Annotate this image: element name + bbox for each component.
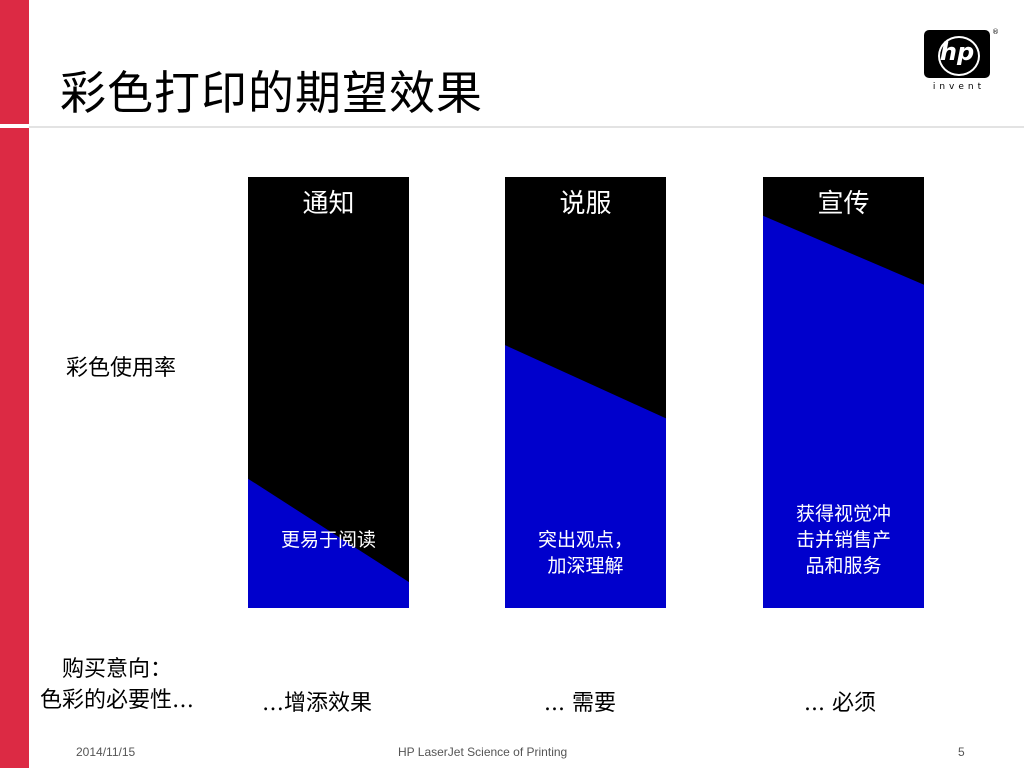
panel-promote-body-line: 品和服务 (805, 555, 882, 577)
footer-page-number: 5 (958, 745, 965, 759)
panel-inform-heading: 通知 (302, 189, 355, 219)
panel-inform: 通知 更易于阅读 (248, 177, 409, 608)
panel-persuade-body-line: 加深理解 (547, 555, 624, 577)
intent-persuade: ... 需要 (544, 691, 616, 716)
accent-bar (0, 0, 29, 768)
panel-promote-color-fill (763, 215, 924, 608)
panel-inform-body: 更易于阅读 (248, 527, 409, 553)
y-axis-label: 彩色使用率 (66, 356, 177, 381)
panel-inform-graphic (248, 177, 409, 608)
panel-persuade-body-line: 突出观点， (537, 529, 633, 551)
slide-title: 彩色打印的期望效果 (60, 66, 483, 120)
footer-date: 2014/11/15 (76, 745, 136, 759)
title-divider (29, 126, 1024, 128)
footer-title: HP LaserJet Science of Printing (398, 745, 568, 759)
hp-logo-badge: hp (924, 30, 990, 78)
panel-promote-body-line: 击并销售产 (795, 529, 891, 551)
panel-persuade-color-fill (505, 345, 666, 608)
hp-logo-circle (938, 36, 980, 76)
panel-inform-color-fill (248, 478, 409, 608)
panel-promote-body: 获得视觉冲 击并销售产 品和服务 (763, 501, 924, 579)
panel-inform-body-line: 更易于阅读 (280, 529, 376, 551)
panel-persuade-graphic (505, 177, 666, 608)
hp-logo-text: hp (939, 38, 975, 66)
hp-logo-tagline: invent (932, 82, 986, 92)
panel-persuade-heading: 说服 (559, 189, 612, 219)
panel-promote-graphic (763, 177, 924, 608)
panel-promote-heading: 宣传 (817, 189, 870, 219)
purchase-intent-label-line2: 色彩的必要性… (40, 688, 195, 713)
intent-promote: ... 必须 (804, 691, 876, 716)
purchase-intent-label-line1: 购买意向： (62, 657, 173, 682)
panel-persuade-body: 突出观点， 加深理解 (505, 527, 666, 579)
panel-persuade: 说服 突出观点， 加深理解 (505, 177, 666, 608)
registered-mark: ® (992, 28, 999, 36)
intent-inform: …增添效果 (262, 691, 373, 716)
panel-promote: 宣传 获得视觉冲 击并销售产 品和服务 (763, 177, 924, 608)
purchase-intent-label: 购买意向： 色彩的必要性… (40, 654, 194, 716)
accent-bar-notch (0, 124, 29, 128)
panel-promote-body-line: 获得视觉冲 (795, 503, 891, 525)
hp-logo: hp ® invent (918, 26, 999, 98)
